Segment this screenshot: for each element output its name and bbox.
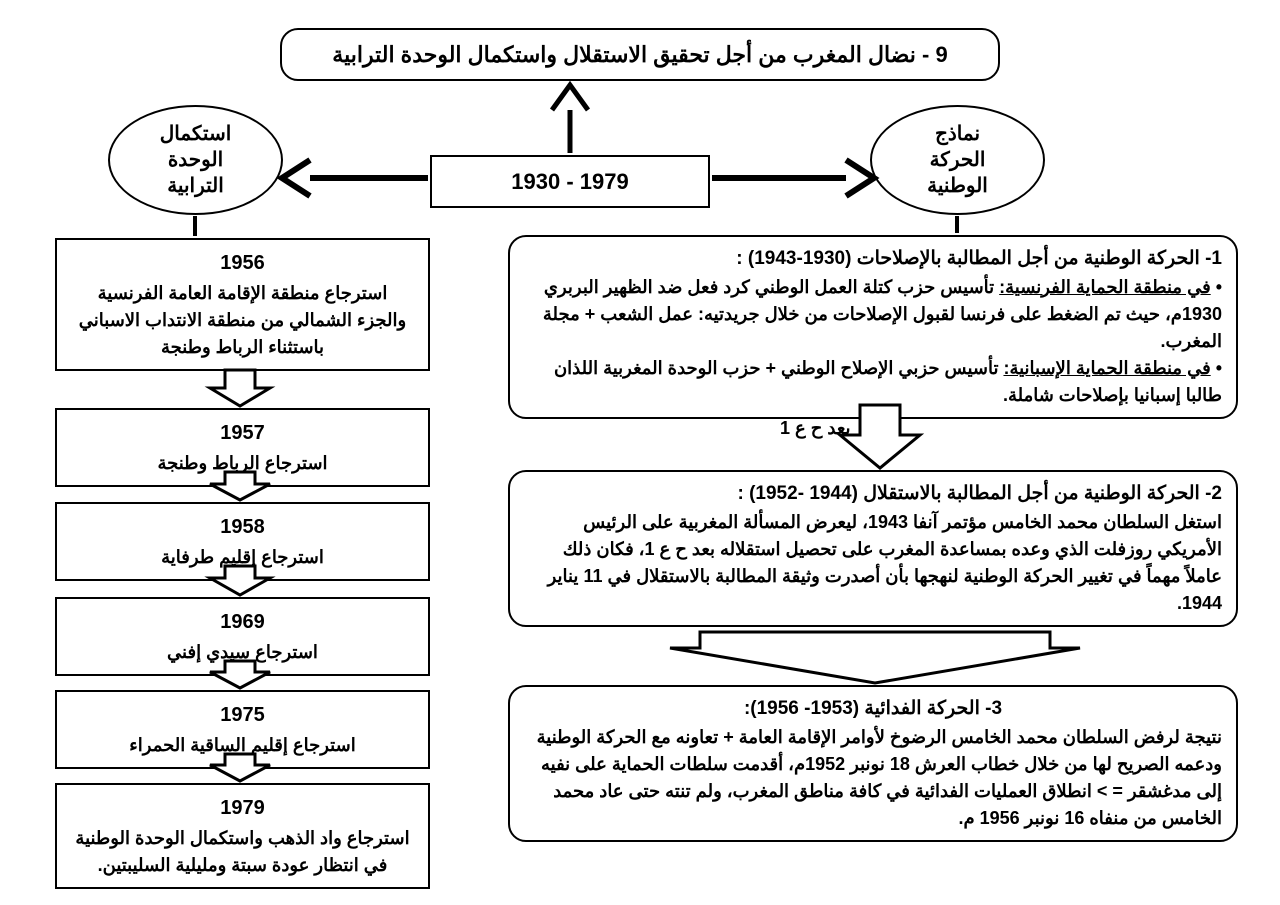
ellipse-right: نماذج الحركة الوطنية — [870, 105, 1045, 215]
phase-3: 3- الحركة الفدائية (1953- 1956): نتيجة ل… — [508, 685, 1238, 842]
e6-text: استرجاع واد الذهب واستكمال الوحدة الوطني… — [75, 828, 409, 875]
ellipse-right-l2: الحركة — [930, 149, 986, 171]
ellipse-left-l1: استكمال — [160, 123, 232, 145]
e6-year: 1979 — [71, 793, 414, 823]
arrow-e12-icon — [210, 370, 270, 406]
arrow-label: بعد ح ع 1 — [780, 418, 851, 439]
phase-1: 1- الحركة الوطنية من أجل المطالبة بالإصل… — [508, 235, 1238, 419]
e3-year: 1958 — [71, 512, 414, 542]
e3-text: استرجاع إقليم طرفاية — [161, 547, 324, 567]
ellipse-left: استكمال الوحدة الترابية — [108, 105, 283, 215]
ellipse-left-l3: الترابية — [167, 175, 224, 197]
phase3-body: نتيجة لرفض السلطان محمد الخامس الرضوخ لأ… — [537, 727, 1222, 828]
phase3-title: 3- الحركة الفدائية (1953- 1956): — [744, 698, 1002, 719]
e2-year: 1957 — [71, 418, 414, 448]
e2-text: استرجاع الرباط وطنجة — [157, 453, 327, 473]
event-1975: 1975 استرجاع إقليم الساقية الحمراء — [55, 690, 430, 769]
e1-text: استرجاع منطقة الإقامة العامة الفرنسية وا… — [79, 283, 406, 357]
event-1969: 1969 استرجاع سيدي إفني — [55, 597, 430, 676]
phase-2: 2- الحركة الوطنية من أجل المطالبة بالاست… — [508, 470, 1238, 627]
event-1958: 1958 استرجاع إقليم طرفاية — [55, 502, 430, 581]
e5-text: استرجاع إقليم الساقية الحمراء — [129, 735, 355, 755]
e1-year: 1956 — [71, 248, 414, 278]
ellipse-right-l1: نماذج — [935, 123, 980, 145]
title-box: 9 - نضال المغرب من أجل تحقيق الاستقلال و… — [280, 28, 1000, 81]
title-text: 9 - نضال المغرب من أجل تحقيق الاستقلال و… — [332, 42, 947, 67]
e4-year: 1969 — [71, 607, 414, 637]
arrow-phase23-icon — [670, 632, 1080, 683]
arrow-up-icon — [552, 85, 588, 153]
event-1979: 1979 استرجاع واد الذهب واستكمال الوحدة ا… — [55, 783, 430, 889]
e4-text: استرجاع سيدي إفني — [167, 642, 318, 662]
phase1-title: 1- الحركة الوطنية من أجل المطالبة بالإصل… — [736, 248, 1222, 269]
timeline-text: 1930 - 1979 — [511, 169, 628, 194]
arrow-label-text: بعد ح ع 1 — [780, 418, 851, 438]
event-1957: 1957 استرجاع الرباط وطنجة — [55, 408, 430, 487]
ellipse-left-l2: الوحدة — [168, 149, 223, 171]
event-1956: 1956 استرجاع منطقة الإقامة العامة الفرنس… — [55, 238, 430, 371]
p1-u1: في منطقة الحماية الفرنسية: — [999, 277, 1211, 297]
phase2-title: 2- الحركة الوطنية من أجل المطالبة بالاست… — [737, 483, 1222, 504]
ellipse-right-l3: الوطنية — [927, 175, 988, 197]
e5-year: 1975 — [71, 700, 414, 730]
timeline-box: 1930 - 1979 — [430, 155, 710, 208]
phase2-body: استغل السلطان محمد الخامس مؤتمر آنفا 194… — [548, 512, 1222, 613]
p1-u2: في منطقة الحماية الإسبانية: — [1003, 358, 1210, 378]
p1-bullet1a: • — [1211, 277, 1222, 297]
p1-bullet2a: • — [1211, 358, 1222, 378]
